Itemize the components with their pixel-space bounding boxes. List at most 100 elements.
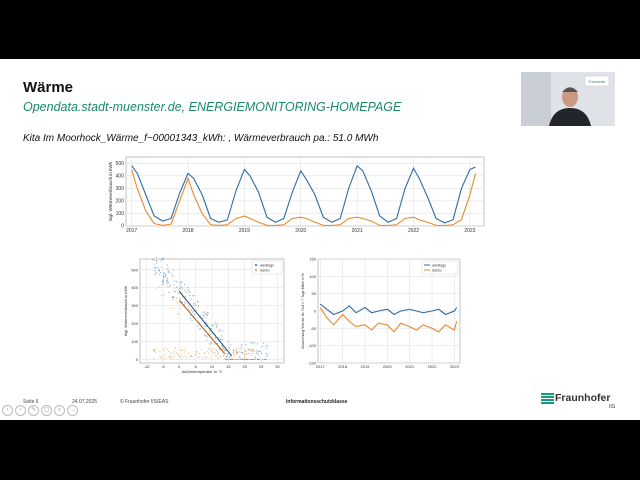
scatter-point-werktags — [240, 352, 242, 354]
pen-icon[interactable]: ✎ — [28, 405, 39, 416]
x-tick-label: 2020 — [295, 228, 306, 234]
scatter-point-werktags — [218, 337, 220, 339]
scatter-point-safo — [190, 355, 193, 357]
prev-icon[interactable]: ‹ — [2, 405, 13, 416]
scatter-point-safo — [204, 315, 206, 317]
y-tick-label: 100 — [309, 274, 316, 279]
scatter-point-werktags — [163, 275, 165, 277]
scatter-point-safo — [173, 283, 175, 286]
footer-page: Seite 6 — [23, 399, 39, 405]
scatter-point-safo — [228, 347, 230, 349]
scatter-point-safo — [174, 288, 176, 290]
scatter-point-werktags — [163, 271, 165, 274]
x-tick-label: -10 — [144, 364, 151, 369]
scatter-point-safo — [251, 354, 253, 356]
scatter-point-werktags — [216, 342, 219, 344]
scatter-point-safo — [240, 357, 243, 359]
webcam-feed: Fraunhofer — [521, 72, 615, 126]
scatter-point-safo — [176, 302, 178, 304]
scatter-point-werktags — [161, 257, 164, 259]
scatter-point-werktags — [181, 301, 183, 303]
scatter-point-werktags — [187, 288, 189, 291]
heat-timeseries-chart: 0 100 200 300 400 500 2017 2018 2019 2020 2021 2022… — [108, 156, 485, 234]
scatter-point-safo — [173, 290, 175, 292]
scatter-point-werktags — [179, 297, 181, 299]
scatter-point-werktags — [223, 348, 225, 350]
scatter-point-werktags — [240, 348, 243, 350]
scatter-point-safo — [153, 357, 155, 359]
scatter-point-werktags — [159, 260, 161, 262]
x-tick-label: 2019 — [239, 228, 250, 234]
scatter-point-safo — [208, 348, 210, 350]
y-tick-label: 0 — [121, 224, 124, 230]
scatter-point-safo — [211, 351, 213, 353]
scatter-point-werktags — [211, 332, 213, 335]
scatter-point-werktags — [163, 273, 165, 275]
fit-line-werktags — [178, 290, 233, 357]
scatter-point-werktags — [155, 260, 158, 263]
scatter-point-werktags — [176, 281, 178, 283]
scatter-point-safo — [166, 348, 168, 351]
heat-scatter-chart: 0 100 200 300 400 500 -10 -5 0 5 10 15 20 25 30 Außente… — [124, 256, 285, 374]
scatter-point-safo — [239, 356, 241, 358]
y-tick-label: 300 — [131, 303, 138, 308]
scatter-point-safo — [220, 356, 222, 358]
scatter-point-werktags — [168, 271, 170, 273]
scatter-point-werktags — [174, 291, 176, 293]
scatter-point-werktags — [198, 328, 200, 330]
scatter-point-werktags — [174, 280, 176, 282]
scatter-point-safo — [235, 348, 237, 350]
x-tick-label: 0 — [178, 364, 181, 369]
scatter-point-werktags — [192, 295, 194, 297]
scatter-point-werktags — [167, 270, 169, 272]
scatter-point-safo — [177, 313, 179, 315]
scatter-point-safo — [180, 357, 183, 360]
scatter-point-safo — [194, 353, 196, 356]
scatter-point-werktags — [189, 294, 191, 296]
view-icon[interactable]: ▢ — [41, 405, 52, 416]
scatter-point-safo — [251, 358, 253, 361]
scatter-point-safo — [231, 357, 233, 359]
scatter-point-werktags — [216, 323, 218, 325]
scatter-point-werktags — [156, 266, 158, 268]
scatter-point-safo — [188, 307, 190, 310]
legend-swatch — [255, 264, 257, 266]
scatter-point-werktags — [166, 264, 168, 266]
scatter-point-safo — [226, 355, 229, 357]
scatter-point-safo — [153, 349, 155, 351]
scatter-point-safo — [206, 350, 208, 353]
scatter-point-werktags — [206, 339, 208, 341]
scatter-point-safo — [219, 355, 221, 357]
y-axis-label: tägl. Wärmeverbrauch in kWh — [124, 286, 128, 336]
scatter-point-safo — [219, 328, 221, 331]
scatter-point-werktags — [166, 277, 168, 279]
scatter-point-safo — [183, 351, 186, 353]
slide: Wärme Opendata.stadt-muenster.de, ENERGI… — [0, 59, 640, 420]
scatter-point-safo — [239, 358, 241, 361]
scatter-point-werktags — [185, 296, 187, 298]
x-tick-label: 2022 — [428, 364, 438, 369]
next-icon[interactable]: › — [15, 405, 26, 416]
scatter-point-safo — [163, 293, 165, 295]
y-tick-label: 200 — [116, 198, 125, 204]
scatter-point-werktags — [153, 263, 155, 265]
scatter-point-werktags — [166, 282, 168, 284]
scatter-point-werktags — [215, 326, 217, 329]
scatter-point-werktags — [155, 262, 158, 264]
more-icon[interactable]: … — [67, 405, 78, 416]
scatter-point-safo — [171, 299, 173, 301]
scatter-point-werktags — [248, 352, 250, 355]
scatter-point-werktags — [257, 351, 259, 353]
x-tick-label: 5 — [195, 364, 198, 369]
scatter-point-werktags — [154, 270, 156, 272]
scatter-point-safo — [200, 348, 203, 350]
scatter-point-safo — [196, 351, 198, 353]
slide-title: Wärme — [23, 79, 74, 96]
scatter-point-werktags — [179, 282, 181, 284]
scatter-point-werktags — [267, 354, 269, 356]
heat-deviation-chart: -150 -100 -50 0 50 100 150 2017 2018 2019 2020 2021… — [301, 257, 461, 369]
scatter-point-safo — [210, 349, 212, 351]
scatter-point-werktags — [180, 282, 182, 284]
zoom-icon[interactable]: ⌕ — [54, 405, 65, 416]
scatter-point-werktags — [216, 325, 218, 327]
